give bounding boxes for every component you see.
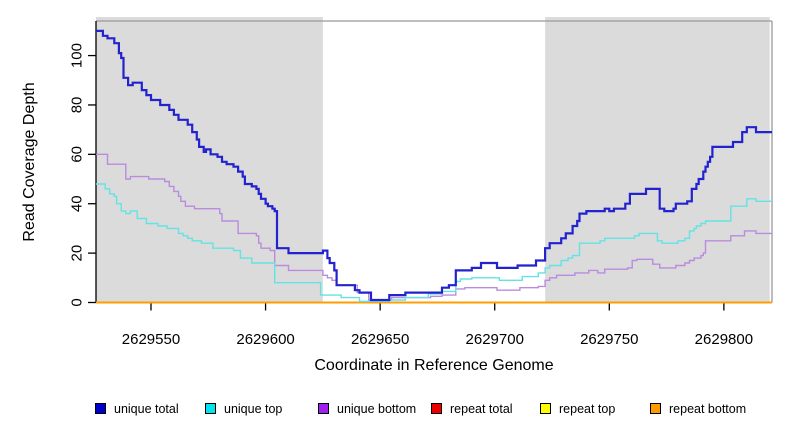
x-axis-tick-label: 2629700	[466, 331, 524, 348]
legend-label: repeat bottom	[669, 402, 747, 416]
x-axis-tick-label: 2629750	[580, 331, 638, 348]
y-axis-tick-label: 60	[69, 146, 86, 163]
legend-item-repeat-total: repeat total	[431, 402, 513, 416]
series-line-unique-total	[96, 29, 772, 302]
y-axis-tick-label: 80	[69, 97, 86, 114]
shaded-region	[96, 17, 323, 303]
legend-item-unique-total: unique total	[95, 402, 179, 416]
legend-item-unique-bottom: unique bottom	[318, 402, 417, 416]
shaded-region	[545, 17, 770, 303]
x-axis-tick-label: 2629650	[351, 331, 409, 348]
x-axis-title: Coordinate in Reference Genome	[314, 357, 554, 374]
x-axis-tick-label: 2629550	[122, 331, 180, 348]
legend-swatch-icon	[540, 403, 551, 414]
legend-swatch-icon	[318, 403, 329, 414]
series-line-unique-bottom	[96, 153, 772, 301]
legend-label: repeat top	[559, 402, 616, 416]
legend-swatch-icon	[431, 403, 442, 414]
y-axis-tick-label: 0	[69, 298, 86, 306]
series-line-unique-top	[96, 183, 772, 302]
legend-label: unique top	[224, 402, 283, 416]
legend-swatch-icon	[95, 403, 106, 414]
y-axis-title: Read Coverage Depth	[21, 82, 38, 242]
legend: unique total unique top unique bottom repea…	[0, 398, 792, 422]
legend-swatch-icon	[205, 403, 216, 414]
x-axis-tick-label: 2629800	[695, 331, 753, 348]
legend-item-repeat-top: repeat top	[540, 402, 616, 416]
y-axis-tick-label: 40	[69, 195, 86, 212]
legend-label: repeat total	[450, 402, 513, 416]
y-axis-tick-label: 100	[69, 43, 86, 68]
legend-item-unique-top: unique top	[205, 402, 283, 416]
x-axis-tick-label: 2629600	[236, 331, 294, 348]
legend-swatch-icon	[650, 403, 661, 414]
legend-label: unique bottom	[337, 402, 417, 416]
y-axis-tick-label: 20	[69, 245, 86, 262]
legend-label: unique total	[114, 402, 179, 416]
legend-item-repeat-bottom: repeat bottom	[650, 402, 747, 416]
